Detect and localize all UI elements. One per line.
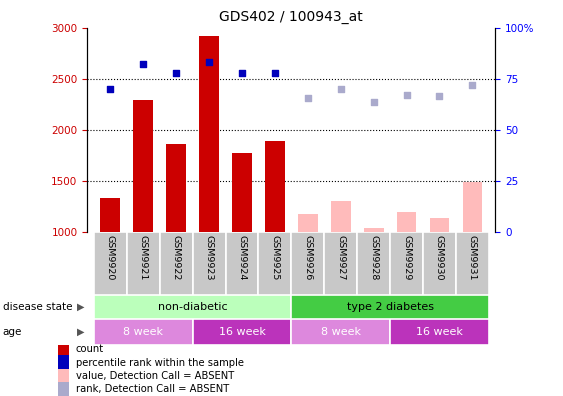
Bar	[357, 232, 390, 295]
Text: GSM9926: GSM9926	[303, 235, 312, 280]
Bar	[100, 198, 120, 232]
Point	[336, 86, 345, 92]
Bar	[166, 145, 186, 232]
Bar	[390, 232, 423, 295]
Bar	[232, 152, 252, 232]
Point	[106, 86, 115, 92]
Bar	[127, 232, 160, 295]
Bar	[265, 141, 285, 232]
Text: 8 week: 8 week	[321, 327, 361, 337]
Bar	[58, 356, 69, 369]
Point	[303, 95, 312, 101]
Point	[138, 61, 148, 68]
Title: GDS402 / 100943_at: GDS402 / 100943_at	[220, 10, 363, 24]
Bar	[292, 232, 324, 295]
Text: ▶: ▶	[77, 327, 84, 337]
Bar	[193, 319, 292, 345]
Text: GSM9928: GSM9928	[369, 235, 378, 280]
Bar	[58, 342, 69, 356]
Point	[270, 69, 279, 76]
Text: GSM9920: GSM9920	[106, 235, 115, 280]
Text: GSM9925: GSM9925	[270, 235, 279, 280]
Bar	[397, 212, 417, 232]
Bar	[193, 232, 226, 295]
Point	[468, 82, 477, 88]
Bar	[258, 232, 292, 295]
Bar	[94, 295, 292, 319]
Point	[369, 99, 378, 105]
Bar	[292, 295, 489, 319]
Text: GSM9931: GSM9931	[468, 235, 477, 280]
Bar	[199, 36, 219, 232]
Text: rank, Detection Call = ABSENT: rank, Detection Call = ABSENT	[75, 384, 229, 394]
Text: non-diabetic: non-diabetic	[158, 302, 227, 312]
Text: GSM9924: GSM9924	[238, 235, 247, 280]
Bar	[390, 319, 489, 345]
Text: value, Detection Call = ABSENT: value, Detection Call = ABSENT	[75, 371, 234, 381]
Bar	[58, 382, 69, 396]
Text: age: age	[3, 327, 22, 337]
Bar	[364, 228, 383, 232]
Text: 8 week: 8 week	[123, 327, 163, 337]
Bar	[58, 369, 69, 383]
Text: GSM9930: GSM9930	[435, 235, 444, 280]
Text: type 2 diabetes: type 2 diabetes	[347, 302, 434, 312]
Point	[435, 93, 444, 99]
Text: GSM9921: GSM9921	[138, 235, 148, 280]
Point	[402, 92, 411, 98]
Bar	[160, 232, 193, 295]
Bar	[430, 219, 449, 232]
Bar	[324, 232, 357, 295]
Text: GSM9927: GSM9927	[336, 235, 345, 280]
Bar	[94, 232, 127, 295]
Text: GSM9929: GSM9929	[402, 235, 411, 280]
Point	[172, 69, 181, 76]
Bar	[331, 201, 351, 232]
Text: GSM9923: GSM9923	[204, 235, 213, 280]
Bar	[456, 232, 489, 295]
Bar	[463, 182, 482, 232]
Text: count: count	[75, 345, 104, 354]
Point	[204, 59, 213, 66]
Text: ▶: ▶	[77, 302, 84, 312]
Bar	[292, 319, 390, 345]
Bar	[423, 232, 456, 295]
Bar	[298, 214, 318, 232]
Text: 16 week: 16 week	[416, 327, 463, 337]
Point	[238, 69, 247, 76]
Text: GSM9922: GSM9922	[172, 235, 181, 280]
Text: 16 week: 16 week	[218, 327, 265, 337]
Bar	[133, 100, 153, 232]
Text: disease state: disease state	[3, 302, 72, 312]
Bar	[226, 232, 258, 295]
Bar	[94, 319, 193, 345]
Text: percentile rank within the sample: percentile rank within the sample	[75, 358, 244, 367]
